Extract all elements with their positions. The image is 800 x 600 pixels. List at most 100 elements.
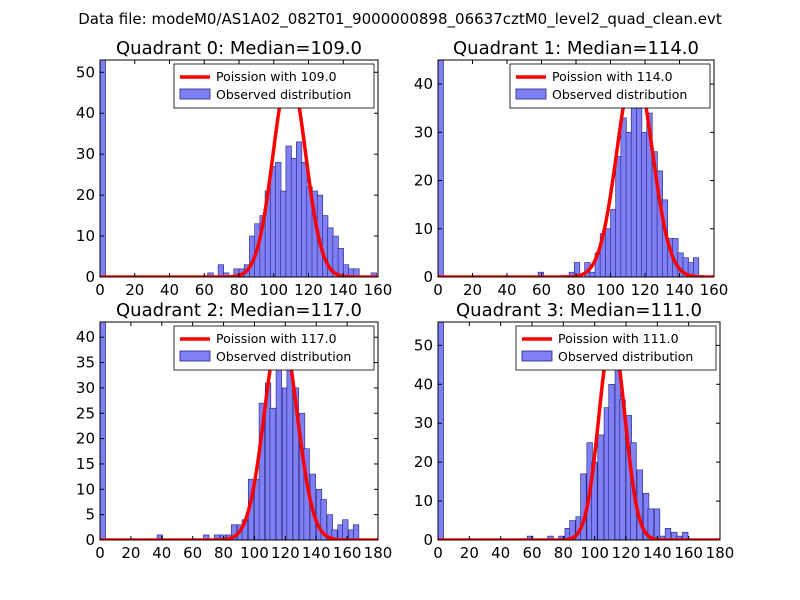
x-tick-label: 180 (706, 544, 735, 562)
quadrant-1-plot-area (438, 60, 714, 277)
x-tick-label: 0 (433, 281, 443, 299)
quadrant-2-bar (286, 367, 293, 540)
quadrant-0-bar (217, 264, 225, 277)
x-tick-label: 40 (497, 281, 516, 299)
quadrant-2-bar (320, 499, 327, 540)
x-tick-label: 80 (554, 544, 573, 562)
legend-frame (509, 63, 711, 109)
quadrant-1-bar (625, 132, 632, 277)
figure-suptitle: Data file: modeM0/AS1A02_082T01_90000008… (78, 10, 722, 29)
legend-frame (173, 63, 375, 109)
y-tick-label: 20 (76, 186, 95, 204)
quadrant-2-bar (213, 534, 221, 540)
quadrant-2-bar (258, 402, 265, 540)
y-tick-label: 20 (414, 172, 433, 190)
x-tick-label: 0 (95, 281, 105, 299)
quadrant-1-bar (630, 78, 638, 277)
quadrant-2-title: Quadrant 2: Median=117.0 (116, 300, 362, 321)
quadrant-0-bar (280, 190, 287, 277)
x-tick-label: 160 (674, 544, 703, 562)
x-tick-label: 60 (183, 544, 202, 562)
quadrant-0-bar (322, 215, 329, 277)
y-tick-label: 15 (76, 455, 95, 473)
x-tick-label: 120 (612, 544, 641, 562)
quadrant-2-legend: Poission with 117.0 Observed distribution (173, 325, 375, 371)
y-tick-label: 30 (414, 123, 433, 141)
quadrant-0-plot-area (100, 60, 378, 277)
y-tick-label: 0 (423, 531, 433, 549)
quadrant-2-bar (269, 407, 276, 540)
quadrant-1-legend: Poission with 114.0 Observed distribution (509, 63, 711, 109)
quadrant-3-bar (608, 383, 615, 540)
legend-label-poisson: Poission with 117.0 (216, 331, 337, 346)
quadrant-0-bar (301, 162, 308, 277)
legend-label-observed: Observed distribution (216, 349, 351, 364)
quadrant-1-panel: Quadrant 1: Median=114.00 20 40 60 80 100 120 1… (414, 38, 728, 299)
quadrant-2-bar (156, 534, 164, 540)
legend-frame (173, 325, 375, 371)
x-tick-label: 20 (121, 544, 140, 562)
quadrant-3-title: Quadrant 3: Median=111.0 (456, 300, 702, 321)
quadrant-0-bar (370, 272, 377, 277)
x-tick-label: 160 (700, 281, 729, 299)
quadrant-2-poisson-line (100, 326, 378, 540)
quadrant-0-bar (275, 162, 282, 277)
legend-label-poisson: Poission with 109.0 (216, 69, 337, 84)
x-tick-label: 60 (532, 281, 551, 299)
quadrant-0-bar (285, 145, 292, 277)
quadrant-3-poisson-line (438, 333, 720, 540)
quadrant-3-bar (438, 322, 444, 540)
quadrant-2-bar (100, 322, 106, 540)
quadrant-1-bar (438, 60, 444, 277)
y-tick-label: 10 (76, 480, 95, 498)
y-tick-label: 40 (76, 328, 95, 346)
quadrant-3-bar (653, 508, 661, 540)
quadrant-1-bar (641, 132, 648, 277)
x-tick-label: 20 (460, 544, 479, 562)
x-tick-label: 0 (433, 544, 443, 562)
x-tick-label: 100 (259, 281, 288, 299)
y-tick-label: 0 (85, 268, 95, 286)
y-tick-label: 40 (76, 104, 95, 122)
x-tick-label: 40 (491, 544, 510, 562)
x-tick-label: 80 (214, 544, 233, 562)
x-tick-label: 120 (271, 544, 300, 562)
y-tick-label: 20 (76, 430, 95, 448)
y-tick-label: 25 (76, 404, 95, 422)
x-tick-label: 0 (95, 544, 105, 562)
x-tick-label: 80 (229, 281, 248, 299)
legend-bar-swatch (521, 350, 553, 362)
x-tick-label: 40 (160, 281, 179, 299)
y-tick-label: 50 (76, 63, 95, 81)
quadrant-2-bar (203, 534, 210, 540)
legend-bar-swatch (179, 350, 211, 362)
quadrant-0-legend: Poission with 109.0 Observed distribution (173, 63, 375, 109)
legend-label-observed: Observed distribution (216, 87, 351, 102)
y-tick-label: 10 (414, 220, 433, 238)
quadrant-0-bar (337, 248, 344, 277)
quadrant-3-bar (682, 531, 689, 540)
x-tick-label: 160 (364, 281, 393, 299)
quadrant-0-bar (290, 157, 297, 277)
legend-bar-swatch (515, 88, 547, 100)
x-tick-label: 20 (463, 281, 482, 299)
quadrant-2-bar (352, 524, 360, 540)
quadrant-1-bar (610, 209, 617, 277)
quadrant-2-bar (292, 387, 299, 540)
legend-label-observed: Observed distribution (558, 349, 693, 364)
x-tick-label: 60 (195, 281, 214, 299)
quadrant-2-bar (342, 519, 349, 540)
y-tick-label: 30 (76, 145, 95, 163)
x-tick-label: 140 (665, 281, 694, 299)
quadrant-2-plot-area (100, 322, 378, 540)
y-tick-label: 20 (414, 453, 433, 471)
quadrant-1-bar (589, 271, 596, 277)
quadrant-0-bar (207, 272, 214, 277)
quadrant-1-bar (636, 98, 643, 277)
x-tick-label: 40 (152, 544, 171, 562)
quadrant-3-bar (647, 508, 654, 540)
y-tick-label: 40 (414, 75, 433, 93)
quadrant-0-bar (100, 60, 106, 277)
y-tick-label: 30 (414, 414, 433, 432)
